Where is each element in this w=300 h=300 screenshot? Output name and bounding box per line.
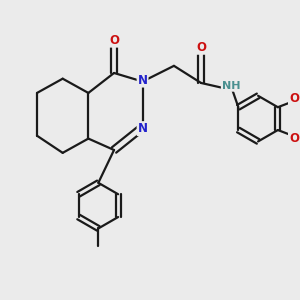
Text: O: O [289, 132, 299, 145]
Text: O: O [109, 34, 119, 47]
Text: N: N [138, 122, 148, 135]
Text: NH: NH [222, 81, 240, 91]
Text: O: O [196, 41, 206, 54]
Text: N: N [138, 74, 148, 87]
Text: O: O [289, 92, 299, 105]
